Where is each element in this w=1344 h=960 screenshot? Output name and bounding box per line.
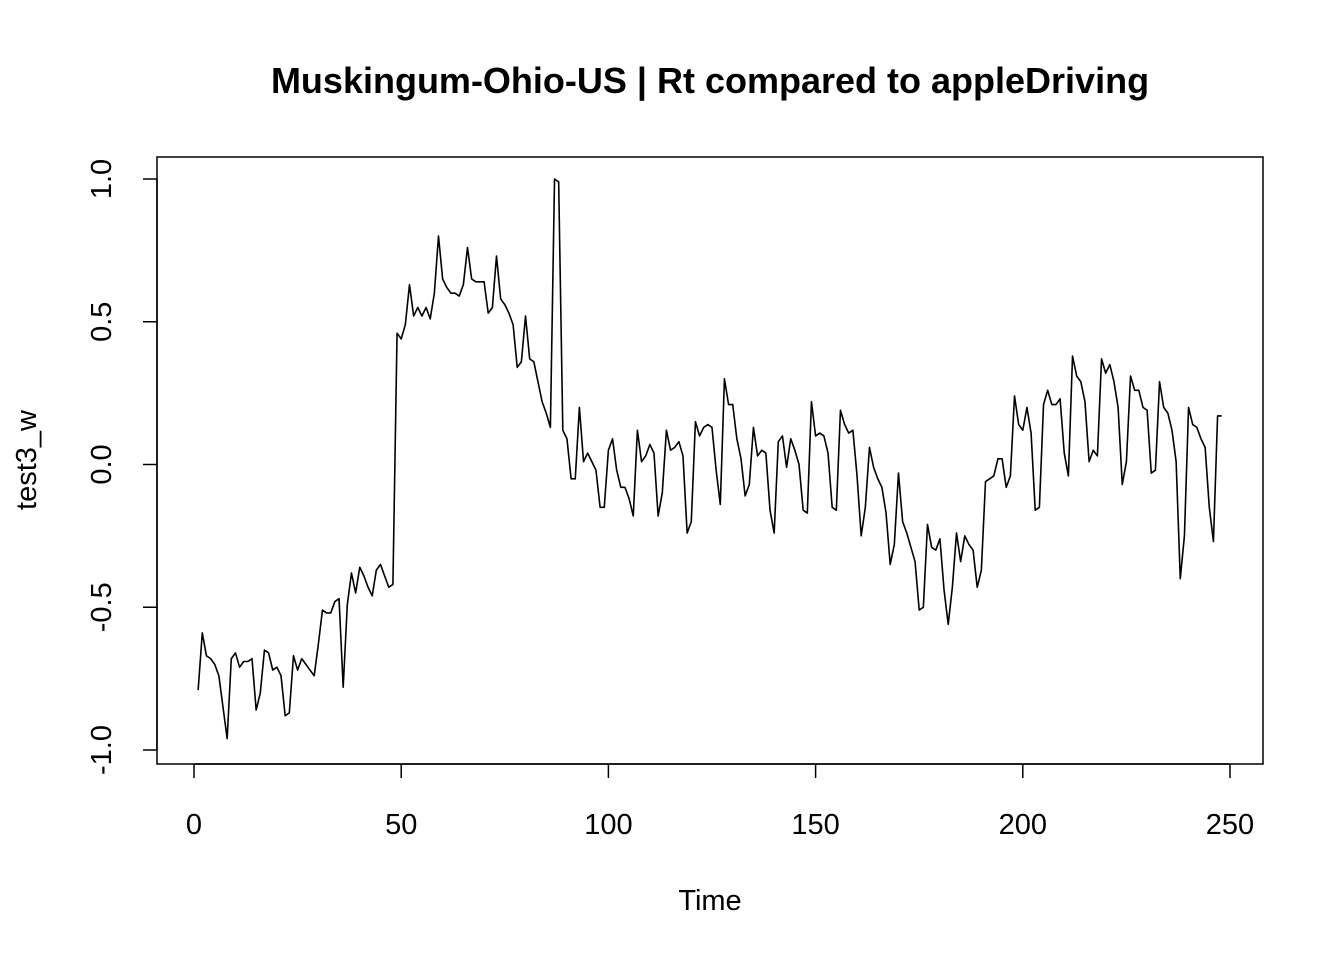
y-tick-label: -0.5 — [86, 582, 118, 632]
y-axis-label: test3_w — [11, 409, 43, 510]
x-tick-label: 100 — [584, 809, 632, 841]
y-tick-label: 1.0 — [86, 159, 118, 199]
x-tick-label: 0 — [186, 809, 202, 841]
y-tick-label: 0.5 — [86, 302, 118, 342]
x-tick-label: 50 — [385, 809, 417, 841]
series-line — [197, 178, 1222, 740]
plot-area — [197, 178, 1222, 740]
x-axis: 0 50 100 150 200 250 — [186, 763, 1254, 841]
x-tick-label: 250 — [1206, 809, 1254, 841]
chart-title: Muskingum-Ohio-US | Rt compared to apple… — [271, 60, 1149, 102]
x-axis-label: Time — [678, 885, 741, 917]
x-tick-label: 200 — [999, 809, 1047, 841]
plot-frame — [156, 156, 1264, 765]
y-tick-label: -1.0 — [86, 725, 118, 775]
x-tick-label: 150 — [791, 809, 839, 841]
y-tick-label: 0.0 — [86, 444, 118, 484]
y-axis: -1.0 -0.5 0.0 0.5 1.0 — [86, 159, 158, 775]
